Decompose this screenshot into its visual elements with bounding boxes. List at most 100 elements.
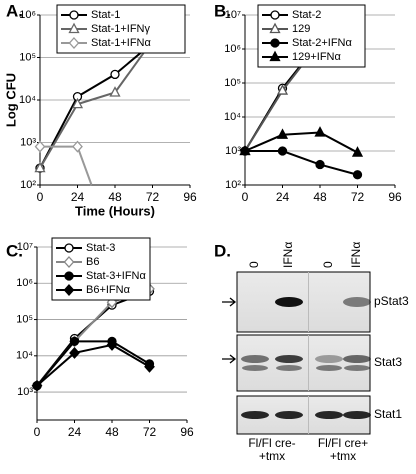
band xyxy=(343,411,371,419)
marker xyxy=(276,84,289,95)
row-label: pStat3 xyxy=(374,294,409,308)
legend-marker xyxy=(270,38,280,48)
y-tick-label: 10⁴ xyxy=(16,350,33,362)
marker xyxy=(69,346,80,359)
x-tick-label: 96 xyxy=(180,425,194,439)
x-tick-label: 72 xyxy=(146,190,160,204)
y-tick-label: 10⁶ xyxy=(16,277,33,289)
group-label: Fl/Fl cre- xyxy=(248,436,295,450)
y-tick-label: 10⁴ xyxy=(224,111,241,123)
x-tick-label: 72 xyxy=(143,425,157,439)
group-label: Fl/Fl cre+ xyxy=(318,436,368,450)
marker xyxy=(277,146,288,156)
band xyxy=(242,365,268,371)
y-tick-label: 10⁷ xyxy=(17,241,33,253)
band xyxy=(241,411,269,419)
x-tick-label: 48 xyxy=(313,190,327,204)
legend-label: Stat-2 xyxy=(292,9,321,21)
panel-title: C. xyxy=(6,241,23,260)
marker xyxy=(144,360,155,373)
y-tick-label: 10⁵ xyxy=(16,313,33,325)
band xyxy=(275,355,303,363)
band xyxy=(315,411,343,419)
band xyxy=(276,365,302,371)
legend-marker xyxy=(64,271,74,281)
marker xyxy=(31,379,43,392)
band xyxy=(316,365,342,371)
series-line xyxy=(36,340,151,387)
legend-label: B6 xyxy=(86,256,99,268)
lane-label: 0 xyxy=(321,261,335,268)
legend-label: Stat-3+IFNα xyxy=(86,270,146,282)
y-tick-label: 10⁵ xyxy=(19,51,36,63)
band xyxy=(315,355,343,363)
row-label: Stat3 xyxy=(374,355,402,369)
x-tick-label: 24 xyxy=(276,190,290,204)
y-tick-label: 10⁵ xyxy=(224,77,241,89)
y-tick-label: 10³ xyxy=(225,145,241,157)
marker xyxy=(34,161,46,173)
band xyxy=(343,297,371,307)
marker xyxy=(69,336,80,347)
marker xyxy=(72,140,83,153)
marker xyxy=(110,69,120,80)
legend-label: B6+IFNα xyxy=(86,284,131,296)
legend-marker xyxy=(269,22,281,34)
x-axis-label: Time (Hours) xyxy=(75,203,155,218)
x-tick-label: 96 xyxy=(183,190,197,204)
band xyxy=(275,411,303,419)
marker xyxy=(315,159,325,170)
legend-label: Stat-3 xyxy=(86,242,115,254)
marker xyxy=(71,97,84,109)
marker xyxy=(109,86,121,97)
band xyxy=(343,355,371,363)
legend-marker xyxy=(68,37,80,49)
row-label: Stat1 xyxy=(374,407,402,421)
marker xyxy=(106,338,118,351)
legend-label: Stat-1+IFNα xyxy=(91,37,151,49)
marker xyxy=(351,146,364,157)
lane-label: IFNα xyxy=(281,242,295,268)
y-tick-label: 10² xyxy=(225,179,241,191)
x-tick-label: 24 xyxy=(71,190,85,204)
y-tick-label: 10² xyxy=(20,179,36,191)
series-line xyxy=(39,42,154,169)
blot-row xyxy=(236,334,371,392)
x-tick-label: 96 xyxy=(388,190,402,204)
legend-marker xyxy=(63,284,75,296)
panel-title: D. xyxy=(214,241,231,260)
x-tick-label: 0 xyxy=(34,425,41,439)
y-tick-label: 10³ xyxy=(20,136,36,148)
group-label: +tmx xyxy=(259,449,285,463)
x-tick-label: 48 xyxy=(105,425,119,439)
legend-marker xyxy=(68,22,80,34)
x-tick-label: 72 xyxy=(351,190,365,204)
legend-marker xyxy=(64,243,74,253)
series-line xyxy=(36,343,151,387)
marker xyxy=(314,126,326,137)
band xyxy=(241,355,269,363)
arrow xyxy=(222,297,237,307)
legend-marker xyxy=(63,256,75,268)
legend-label: 129 xyxy=(292,23,310,35)
x-tick-label: 48 xyxy=(108,190,122,204)
marker xyxy=(239,144,251,156)
lane-label: 0 xyxy=(247,261,261,268)
band xyxy=(344,365,370,371)
series-line xyxy=(39,40,154,169)
series-line xyxy=(245,150,358,176)
legend-marker xyxy=(69,10,79,20)
legend-marker xyxy=(270,10,280,20)
x-tick-label: 24 xyxy=(68,425,82,439)
legend-marker xyxy=(269,50,281,62)
legend-label: Stat-1+IFNγ xyxy=(91,23,150,35)
arrow xyxy=(222,354,237,364)
marker xyxy=(34,140,46,153)
series-line xyxy=(244,131,358,154)
marker xyxy=(276,128,289,139)
legend-label: 129+IFNα xyxy=(292,51,341,63)
y-tick-label: 10⁶ xyxy=(224,43,241,55)
panel-title: A. xyxy=(6,1,23,20)
y-axis-label: Log CFU xyxy=(3,73,18,127)
